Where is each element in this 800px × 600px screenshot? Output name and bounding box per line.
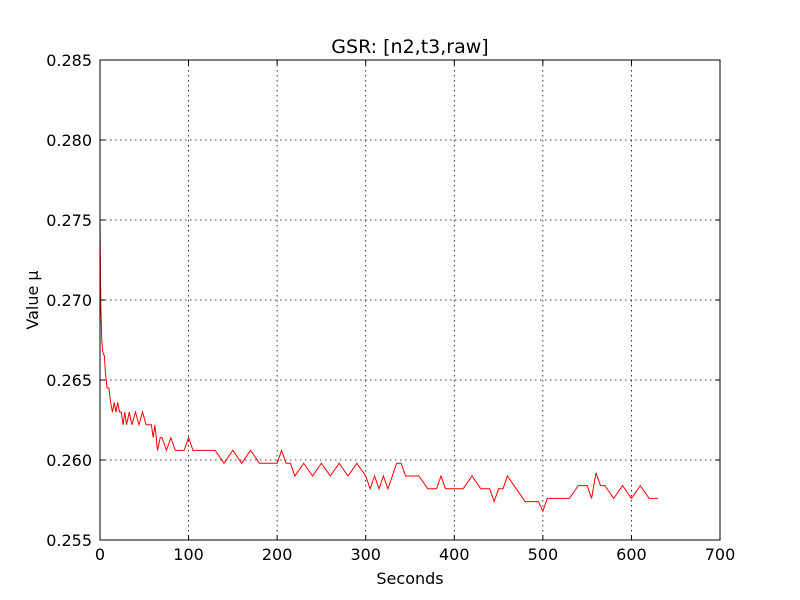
chart-title: GSR: [n2,t3,raw] [331,36,488,58]
x-axis-label: Seconds [376,569,443,588]
x-tick-labels: 0 100 200 300 400 500 600 700 [95,545,735,564]
y-tick-label: 0.275 [46,211,92,230]
y-tick-label: 0.270 [46,291,92,310]
x-tick-label: 500 [528,545,559,564]
series-line [99,219,658,513]
x-tick-label: 600 [616,545,647,564]
x-tick-label: 700 [705,545,736,564]
x-tick-label: 400 [439,545,470,564]
y-tick-label: 0.280 [46,131,92,150]
tick-marks [99,59,721,541]
grid-lines [100,60,720,540]
y-tick-label: 0.285 [46,51,92,70]
x-tick-label: 300 [350,545,381,564]
x-tick-label: 0 [95,545,105,564]
y-tick-labels: 0.255 0.260 0.265 0.270 0.275 0.280 0.285 [46,51,92,550]
x-tick-label: 100 [173,545,204,564]
y-axis-label: Value µ [23,270,42,329]
y-tick-label: 0.265 [46,371,92,390]
x-tick-label: 200 [262,545,293,564]
y-tick-label: 0.260 [46,451,92,470]
y-tick-label: 0.255 [46,531,92,550]
series-lines [99,219,658,513]
